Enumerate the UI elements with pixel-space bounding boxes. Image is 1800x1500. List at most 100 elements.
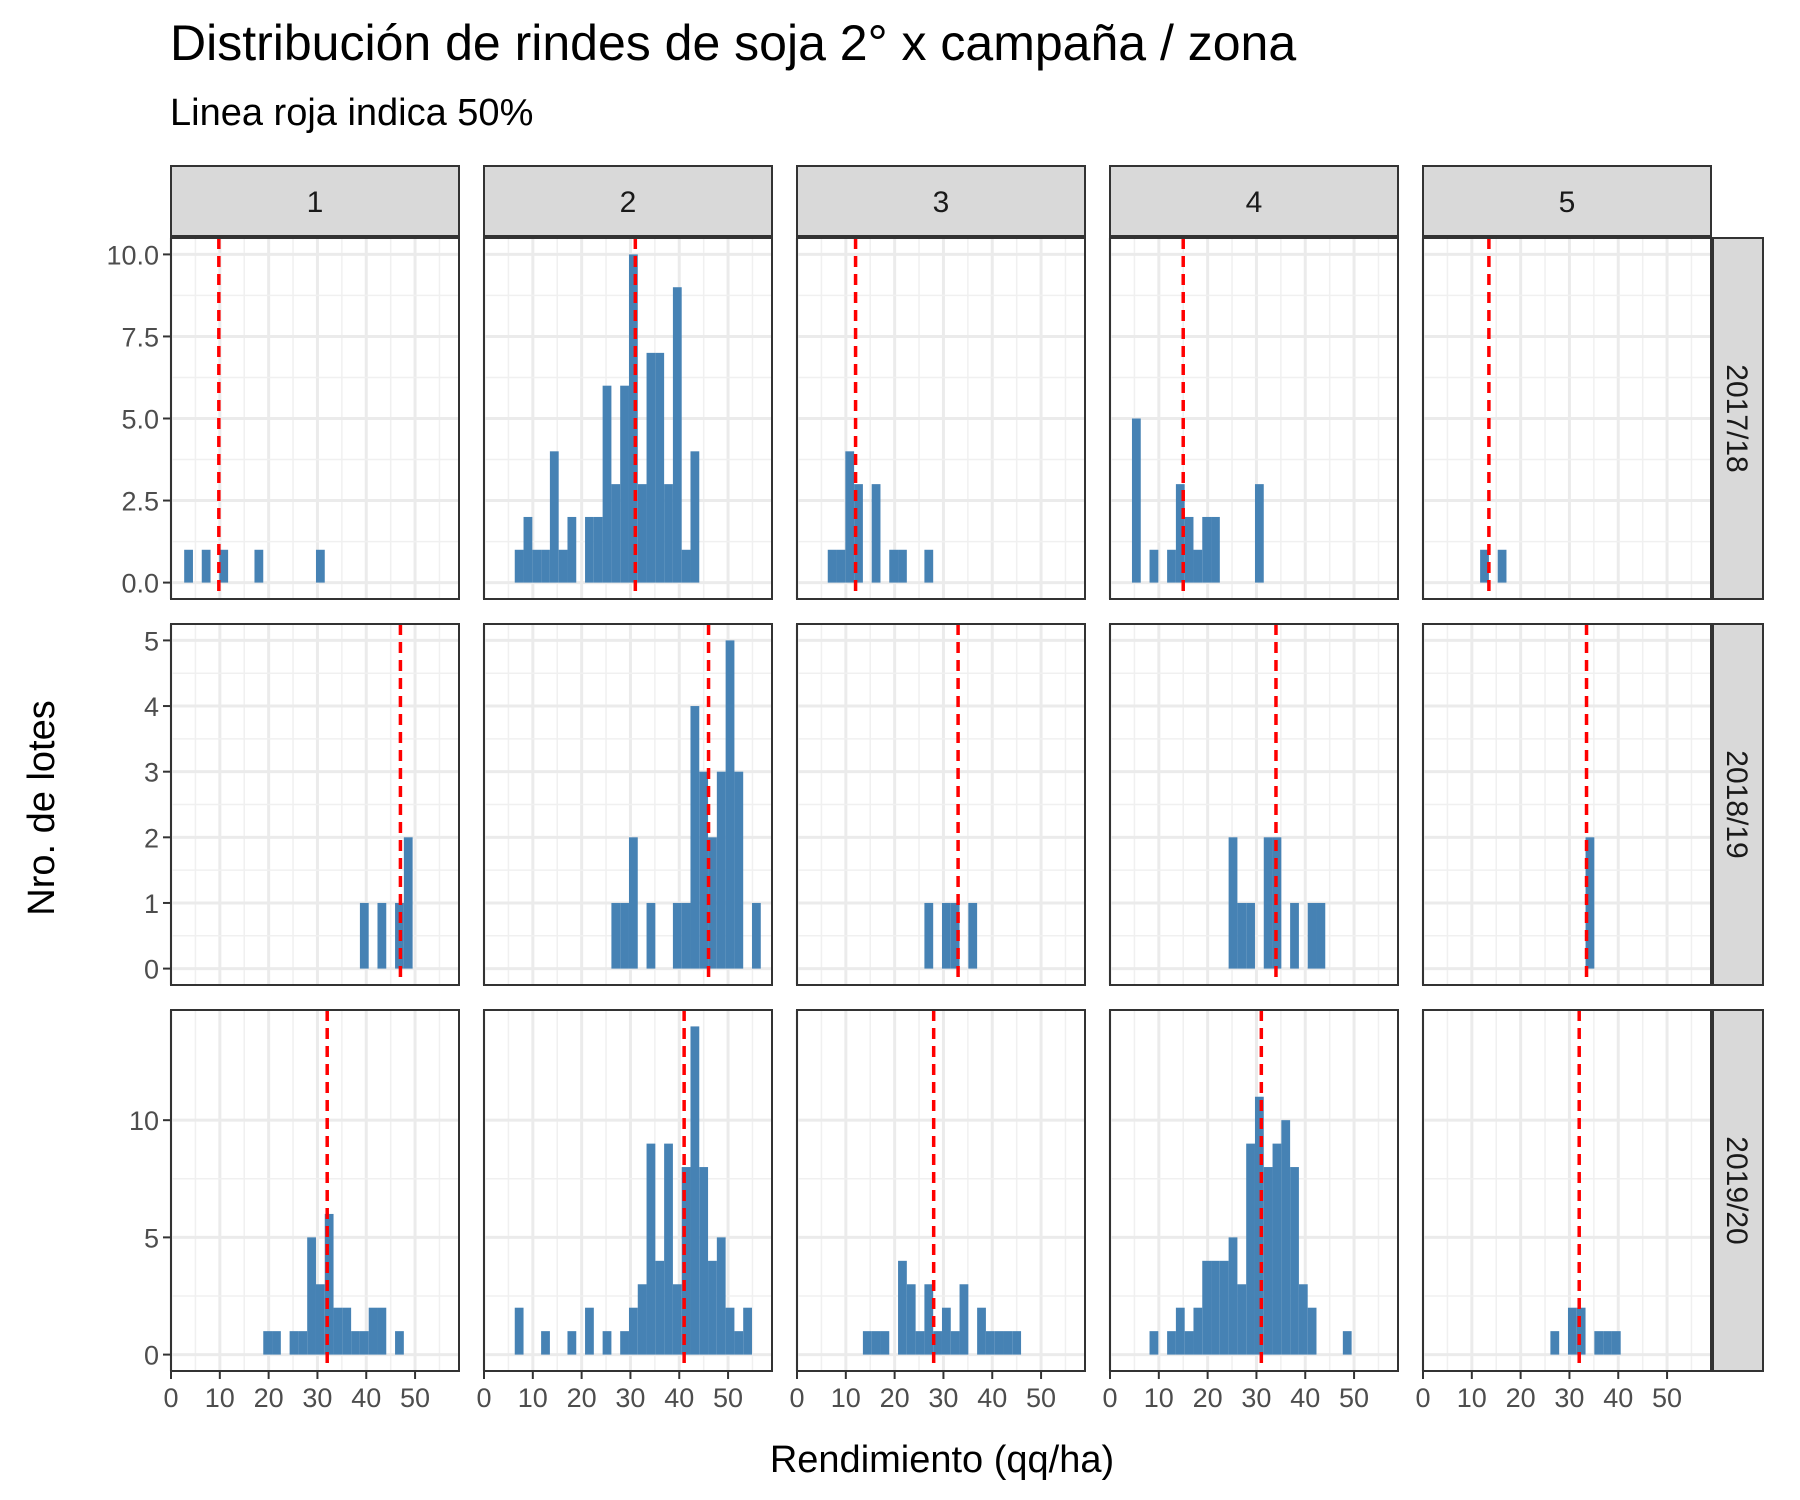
histogram-bar	[716, 1237, 726, 1355]
histogram-bar	[602, 385, 612, 583]
histogram-bar	[1193, 1307, 1203, 1355]
histogram-bar	[716, 771, 726, 969]
panel-border	[796, 1009, 1086, 1372]
histogram-bar	[333, 1307, 343, 1355]
histogram-bar	[854, 484, 863, 583]
histogram-bar	[637, 484, 647, 583]
histogram-bar	[1594, 1331, 1604, 1355]
histogram-bar	[699, 771, 709, 969]
panel-border	[1422, 1009, 1712, 1372]
histogram-bar	[690, 1026, 700, 1355]
histogram-bar	[1246, 1143, 1255, 1355]
x-tick-label: 30	[1554, 1383, 1584, 1413]
histogram-bar	[1202, 516, 1212, 583]
histogram-bar	[184, 549, 193, 583]
histogram-bar	[725, 1307, 735, 1355]
histogram-bar	[1149, 1331, 1159, 1355]
histogram-bar	[1175, 484, 1185, 583]
histogram-bar	[549, 451, 559, 583]
histogram-bar	[1254, 484, 1264, 583]
histogram-bar	[941, 902, 951, 969]
histogram-bar	[1281, 1120, 1291, 1355]
histogram-bar	[1237, 902, 1247, 969]
histogram-bar	[898, 549, 907, 583]
panel-border	[483, 237, 773, 600]
histogram-bar	[351, 1331, 360, 1355]
zone-strip	[796, 165, 1086, 237]
campaign-strip-label: 2017/18	[1720, 364, 1753, 472]
chart-subtitle: Linea roja indica 50%	[170, 92, 534, 134]
y-tick-label: 7.5	[121, 322, 159, 352]
histogram-bar	[862, 1331, 872, 1355]
histogram-bar	[690, 706, 700, 969]
histogram-bar	[620, 385, 629, 583]
histogram-bar	[1272, 1143, 1282, 1355]
x-tick-label: 20	[567, 1383, 597, 1413]
panel-border	[483, 623, 773, 986]
zone-strip	[483, 165, 773, 237]
panel-border	[796, 237, 1086, 600]
histogram-bar	[655, 1260, 665, 1355]
histogram-bar	[263, 1331, 273, 1355]
histogram-bar	[699, 1167, 709, 1355]
histogram-bar	[924, 902, 934, 969]
histogram-bar	[708, 1260, 717, 1355]
zone-strip	[1422, 165, 1712, 237]
histogram-bar	[567, 1331, 577, 1355]
x-tick-label: 10	[205, 1383, 235, 1413]
x-tick-label: 0	[163, 1383, 178, 1413]
histogram-bar	[1603, 1331, 1612, 1355]
x-tick-label: 10	[518, 1383, 548, 1413]
histogram-bar	[342, 1307, 352, 1355]
histogram-bar	[994, 1331, 1004, 1355]
x-tick-label: 30	[302, 1383, 332, 1413]
histogram-bar	[593, 516, 603, 583]
x-tick-label: 30	[615, 1383, 645, 1413]
histogram-bar	[681, 549, 691, 583]
x-tick-label: 0	[1415, 1383, 1430, 1413]
x-tick-label: 10	[1144, 1383, 1174, 1413]
x-tick-label: 40	[977, 1383, 1007, 1413]
histogram-bar	[377, 902, 387, 969]
y-axis-label: Nro. de lotes	[21, 700, 63, 915]
histogram-bar	[1167, 549, 1176, 583]
histogram-bar	[672, 1284, 682, 1355]
histogram-bar	[324, 1213, 334, 1355]
zone-strip-label: 4	[1246, 186, 1263, 219]
histogram-bar	[1237, 1284, 1247, 1355]
y-tick-label: 1	[144, 889, 159, 919]
histogram-bar	[836, 549, 846, 583]
histogram-bar	[272, 1331, 281, 1355]
histogram-bar	[1211, 1260, 1220, 1355]
histogram-bar	[637, 1284, 647, 1355]
histogram-bar	[201, 549, 211, 583]
histogram-bar	[620, 1331, 629, 1355]
histogram-bar	[871, 484, 881, 583]
histogram-bar	[924, 549, 934, 583]
histogram-bar	[672, 287, 682, 583]
histogram-bar	[880, 1331, 890, 1355]
histogram-bar	[845, 451, 855, 583]
histogram-bar	[541, 549, 550, 583]
histogram-bar	[646, 1143, 656, 1355]
histogram-bar	[219, 549, 229, 583]
x-tick-label: 50	[400, 1383, 430, 1413]
histogram-bar	[681, 1167, 691, 1355]
histogram-bar	[1263, 1167, 1273, 1355]
histogram-bar	[1202, 1260, 1212, 1355]
histogram-bar	[1228, 837, 1238, 969]
panel-border	[1109, 237, 1399, 600]
y-tick-label: 3	[144, 758, 159, 788]
histogram-bar	[734, 771, 744, 969]
histogram-bar	[403, 837, 413, 969]
x-tick-label: 0	[476, 1383, 491, 1413]
histogram-bar	[924, 1284, 934, 1355]
histogram-bar	[977, 1307, 986, 1355]
histogram-bar	[1290, 1167, 1299, 1355]
histogram-bar	[289, 1331, 299, 1355]
histogram-bar	[1480, 549, 1489, 583]
x-tick-label: 40	[1603, 1383, 1633, 1413]
x-tick-label: 40	[351, 1383, 381, 1413]
y-tick-label: 5	[144, 1223, 159, 1253]
zone-strip-label: 5	[1559, 186, 1576, 219]
